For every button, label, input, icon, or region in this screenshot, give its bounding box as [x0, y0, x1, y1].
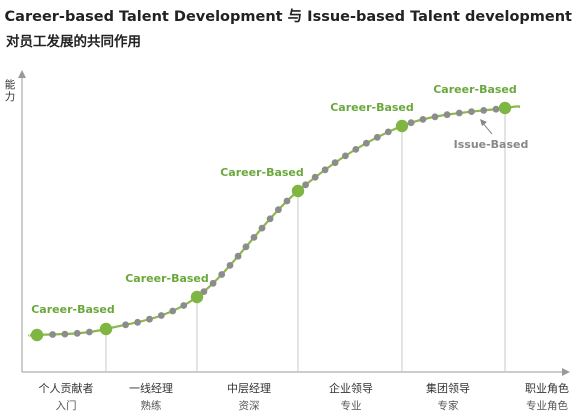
stage-marker-dot: [30, 328, 44, 342]
minor-dot: [455, 109, 463, 117]
minor-dot: [169, 307, 177, 315]
minor-dot: [342, 152, 349, 160]
minor-dot: [134, 318, 142, 326]
minor-dot: [61, 330, 69, 338]
series-curve: [28, 105, 521, 337]
x-tick-label: 职业角色: [525, 381, 569, 395]
minor-dot: [266, 215, 274, 223]
minor-dot: [180, 302, 188, 309]
chart-subtitle: 对员工发展的共同作用: [6, 34, 141, 50]
minor-dot: [468, 108, 475, 115]
minor-dot: [352, 146, 360, 153]
minor-dot: [431, 113, 439, 121]
x-tick-sublabel: 资深: [239, 400, 260, 412]
minor-dot: [384, 128, 392, 136]
chart-title: Career-based Talent Development 与 Issue-…: [4, 9, 572, 25]
minor-dot: [480, 107, 488, 114]
x-tick-label: 一线经理: [129, 381, 173, 395]
minor-dot: [226, 262, 234, 269]
minor-dot: [419, 116, 427, 123]
x-tick-sublabel: 专业: [341, 399, 362, 412]
minor-dot: [250, 234, 258, 241]
stage-marker-dot: [291, 184, 305, 198]
minor-dot: [321, 166, 329, 174]
minor-dot: [373, 133, 381, 141]
x-tick-sublabel: 专家: [438, 399, 459, 412]
minor-dot: [283, 197, 291, 205]
minor-dot: [331, 159, 339, 167]
minor-dot: [443, 111, 451, 119]
minor-dot: [200, 288, 208, 295]
annotation-arrow-head: [480, 119, 487, 126]
y-axis-label: 能: [5, 78, 16, 91]
minor-dot: [218, 271, 226, 278]
stage-marker-label: Career-Based: [330, 101, 414, 114]
stage-marker-label: Career-Based: [220, 166, 304, 179]
x-tick-label: 集团领导: [426, 381, 470, 395]
minor-dot: [122, 321, 129, 329]
x-tick-sublabel: 专业角色: [526, 399, 568, 412]
stage-marker-dot: [395, 119, 409, 133]
minor-dot: [234, 252, 242, 260]
minor-dot: [407, 119, 415, 127]
x-tick-sublabel: 熟练: [141, 399, 162, 412]
minor-dot: [73, 329, 81, 337]
minor-dot: [275, 206, 282, 214]
x-tick-label: 中层经理: [227, 382, 271, 395]
y-axis-arrow: [18, 70, 26, 78]
minor-dot: [157, 312, 165, 319]
minor-dot: [492, 105, 500, 113]
x-axis-arrow: [562, 368, 570, 376]
x-tick-sublabel: 入门: [56, 399, 77, 412]
x-tick-label: 企业领导: [329, 381, 373, 395]
minor-dot: [363, 139, 370, 147]
stage-marker-dot: [498, 101, 512, 115]
stage-marker-label: Career-Based: [31, 303, 115, 316]
stage-marker-dot: [99, 322, 113, 336]
minor-dot: [302, 181, 309, 189]
minor-dot: [258, 224, 266, 232]
minor-dot: [242, 243, 250, 251]
minor-dot: [209, 279, 217, 287]
stage-marker-dot: [190, 290, 204, 304]
x-tick-label: 个人贡献者: [39, 381, 94, 395]
minor-dot: [146, 315, 153, 323]
stage-marker-label: Career-Based: [125, 272, 209, 285]
y-axis-label: 力: [5, 90, 16, 103]
minor-dot: [311, 173, 319, 181]
minor-dot: [86, 328, 93, 336]
issue-based-label: Issue-Based: [454, 138, 529, 151]
minor-dot: [49, 331, 56, 338]
stage-marker-label: Career-Based: [433, 83, 517, 96]
